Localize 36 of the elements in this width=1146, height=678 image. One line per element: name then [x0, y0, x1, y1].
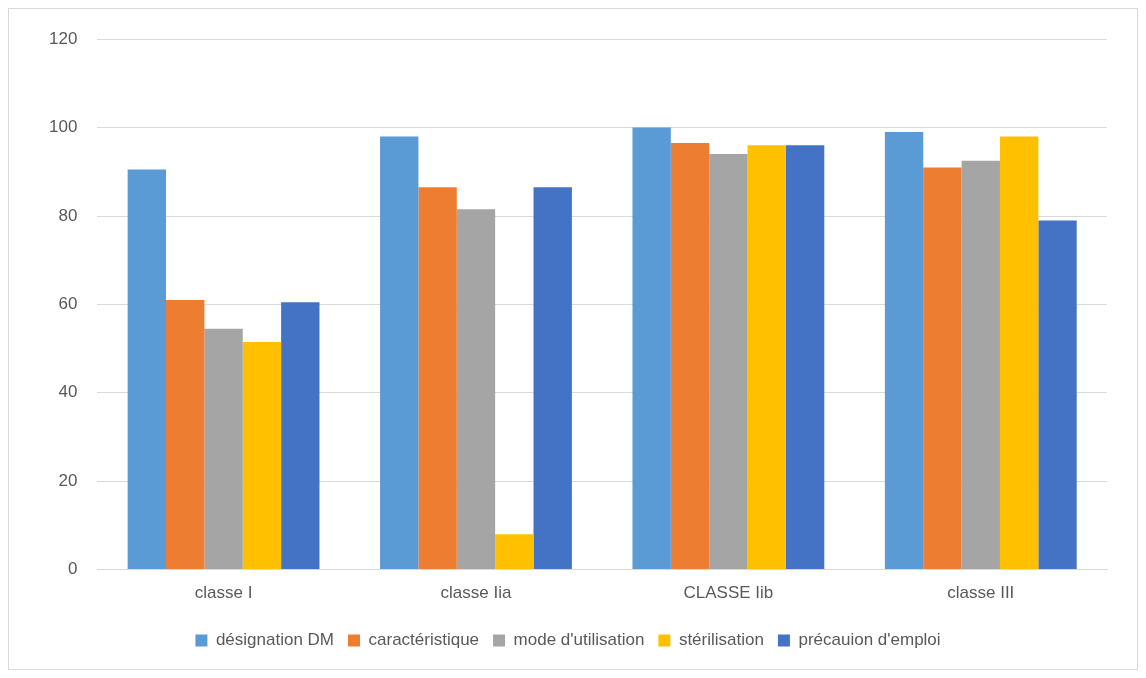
- y-tick-label: 0: [67, 559, 78, 579]
- bar: [747, 145, 786, 570]
- bar: [456, 209, 496, 570]
- x-tick-label: classe Iia: [440, 583, 512, 603]
- bar: [999, 136, 1039, 570]
- bar: [281, 302, 320, 570]
- bar: [418, 187, 457, 570]
- bar: [785, 145, 825, 570]
- legend-label: mode d'utilisation: [513, 630, 645, 650]
- bar: [533, 187, 572, 570]
- bar: [495, 534, 534, 570]
- bar: [242, 341, 282, 570]
- legend-label: désignation DM: [215, 630, 335, 650]
- legend-label: précauion d'emploi: [798, 630, 941, 650]
- bar: [670, 143, 710, 570]
- y-tick-label: 120: [48, 28, 78, 48]
- bar: [923, 167, 962, 570]
- y-tick-label: 100: [48, 117, 78, 137]
- bar: [961, 160, 1000, 570]
- x-tick-label: classe III: [947, 583, 1015, 603]
- legend-label: stérilisation: [678, 630, 764, 650]
- x-tick-label: CLASSE Iib: [683, 583, 774, 603]
- bar: [884, 132, 924, 570]
- bar: [204, 328, 243, 570]
- bar: [127, 169, 167, 570]
- y-tick-label: 40: [58, 382, 78, 402]
- bar: [1038, 220, 1077, 570]
- y-tick-label: 60: [58, 294, 78, 314]
- bar: [166, 299, 205, 570]
- y-tick-label: 20: [58, 470, 78, 490]
- x-tick-label: classe I: [194, 583, 253, 603]
- bar: [632, 127, 671, 570]
- legend-label: caractéristique: [368, 630, 480, 650]
- bar: [380, 136, 419, 570]
- y-tick-label: 80: [58, 205, 78, 225]
- bar: [709, 154, 748, 570]
